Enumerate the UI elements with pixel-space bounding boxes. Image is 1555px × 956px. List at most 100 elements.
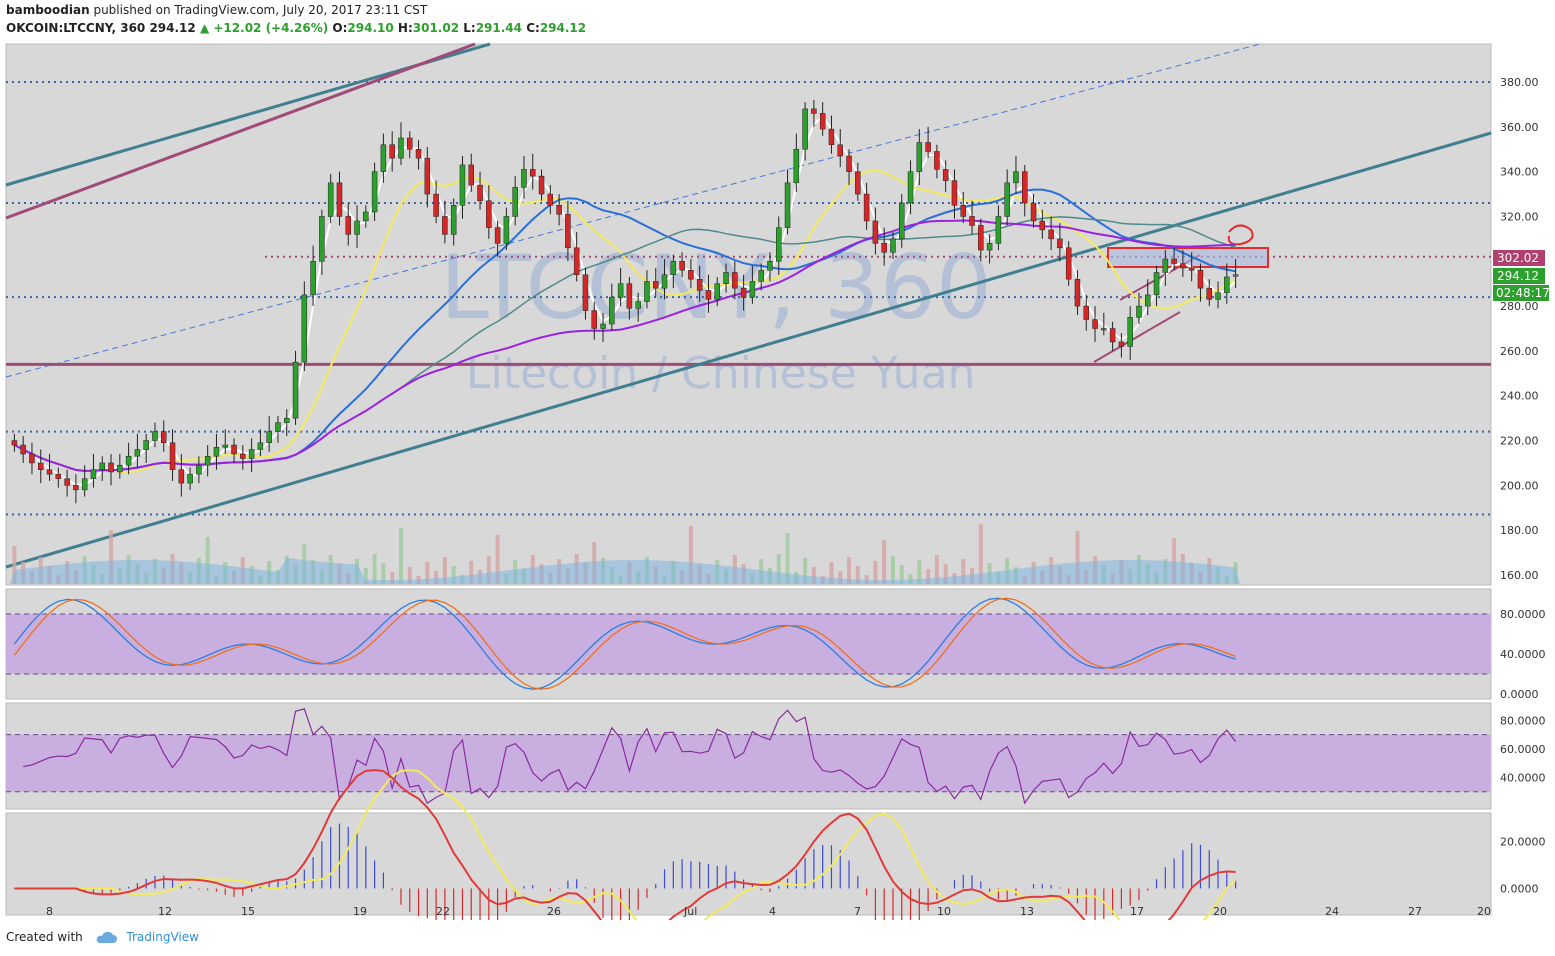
open-value: 294.10 <box>347 21 394 35</box>
candle-body-138 <box>1224 276 1230 293</box>
price-label-302-text: 302.02 <box>1497 251 1539 265</box>
ind2-tick-1: 60.0000 <box>1500 743 1546 756</box>
volume-bar-106 <box>943 564 948 584</box>
publish-line: bamboodian published on TradingView.com,… <box>6 3 427 17</box>
volume-bar-50 <box>451 566 456 584</box>
resistance-box <box>1107 247 1269 268</box>
volume-bar-42 <box>381 563 386 584</box>
candle-body-67 <box>600 323 606 329</box>
close-label: C: <box>526 21 540 35</box>
macd-panel[interactable] <box>5 812 1492 916</box>
candle-body-37 <box>336 182 343 217</box>
price-tick-5: 280.00 <box>1500 300 1539 313</box>
volume-bar-96 <box>855 566 860 584</box>
candle-body-59 <box>530 169 536 177</box>
stochastic-lines <box>6 597 1491 690</box>
ma-line-4 <box>13 219 1236 472</box>
candle-body-133 <box>1180 263 1186 269</box>
candle-body-11 <box>108 462 114 473</box>
volume-bar-90 <box>803 558 808 584</box>
last-price: 294.12 <box>149 21 196 35</box>
created-with-text: Created with <box>6 930 83 944</box>
time-tick-4: 22 <box>436 905 450 918</box>
candle-body-88 <box>784 182 791 228</box>
candle-body-60 <box>538 175 545 195</box>
price-change: +12.02 (+4.26%) <box>213 21 329 35</box>
candle-body-36 <box>327 182 334 217</box>
candle-body-81 <box>723 272 729 284</box>
volume-bar-101 <box>899 565 904 584</box>
volume-bar-22 <box>205 537 210 584</box>
rsi-band <box>6 734 1491 792</box>
volume-bar-47 <box>425 562 430 584</box>
candle-body-40 <box>363 211 369 222</box>
candle-body-123 <box>1092 319 1098 329</box>
price-tick-6: 260.00 <box>1500 345 1539 358</box>
low-label: L: <box>463 21 476 35</box>
volume-bar-45 <box>407 567 412 584</box>
candle-body-100 <box>890 238 896 253</box>
candle-body-9 <box>90 469 97 479</box>
ind3-tick-0: 20.0000 <box>1500 836 1546 849</box>
candle-body-90 <box>802 108 808 150</box>
time-tick-3: 19 <box>353 905 367 918</box>
time-tick-7: 4 <box>769 905 776 918</box>
time-tick-6: Jul <box>683 905 697 918</box>
volume-bar-100 <box>890 556 895 584</box>
open-label: O: <box>332 21 348 35</box>
candle-body-83 <box>740 287 747 298</box>
volume-bar-104 <box>926 569 931 584</box>
volume-bar-77 <box>688 526 693 584</box>
volume-bar-103 <box>917 560 922 584</box>
countdown-label <box>1493 285 1549 301</box>
candle-body-70 <box>626 283 633 309</box>
candle-body-18 <box>169 442 176 470</box>
volume-bar-52 <box>469 561 474 584</box>
time-tick-5: 26 <box>547 905 561 918</box>
symbol: OKCOIN:LTCCNY, 360 <box>6 21 146 35</box>
volume-bar-41 <box>372 554 377 584</box>
volume-bars <box>10 524 1240 584</box>
tradingview-link[interactable]: TradingView <box>126 930 199 944</box>
candle-body-117 <box>1039 220 1046 231</box>
candle-body-23 <box>213 447 220 457</box>
candle-body-3 <box>38 462 44 470</box>
candle-body-121 <box>1074 278 1081 307</box>
dashed-channel-line <box>5 43 1261 378</box>
rsi-line <box>23 708 1237 805</box>
candle-body-94 <box>837 144 843 157</box>
candle-body-127 <box>1127 317 1133 347</box>
candle-body-110 <box>978 225 984 251</box>
volume-bar-93 <box>829 562 834 584</box>
candle-body-55 <box>494 227 501 244</box>
chart-canvas[interactable]: LTCCNY, 360 Litecoin / Chinese Yuan 380.… <box>0 0 1555 920</box>
candle-body-49 <box>442 216 448 235</box>
candle-body-71 <box>635 301 641 309</box>
volume-bar-40 <box>363 568 368 584</box>
candle-body-108 <box>960 205 966 217</box>
candle-body-34 <box>310 261 316 296</box>
candle-body-53 <box>477 184 483 202</box>
candle-body-62 <box>556 205 562 215</box>
candle-body-20 <box>187 473 193 484</box>
candle-body-96 <box>855 171 861 195</box>
candle-body-33 <box>301 294 308 363</box>
candle-body-103 <box>916 142 923 172</box>
candle-body-38 <box>345 216 351 235</box>
candle-body-75 <box>670 261 677 275</box>
candle-body-69 <box>617 283 624 298</box>
candle-body-25 <box>231 444 237 455</box>
candle-body-41 <box>371 171 378 213</box>
publisher-name[interactable]: bamboodian <box>6 3 90 17</box>
candle-body-112 <box>995 216 1002 244</box>
volume-bar-94 <box>838 571 843 584</box>
volume-bar-44 <box>398 528 403 584</box>
volume-bar-132 <box>1172 538 1177 584</box>
candle-body-58 <box>521 169 527 188</box>
price-label-302 <box>1493 250 1545 266</box>
candle-body-129 <box>1145 294 1151 307</box>
candle-body-45 <box>407 137 413 150</box>
candle-body-87 <box>776 227 782 262</box>
volume-bar-43 <box>390 572 395 584</box>
candle-body-12 <box>117 464 123 473</box>
